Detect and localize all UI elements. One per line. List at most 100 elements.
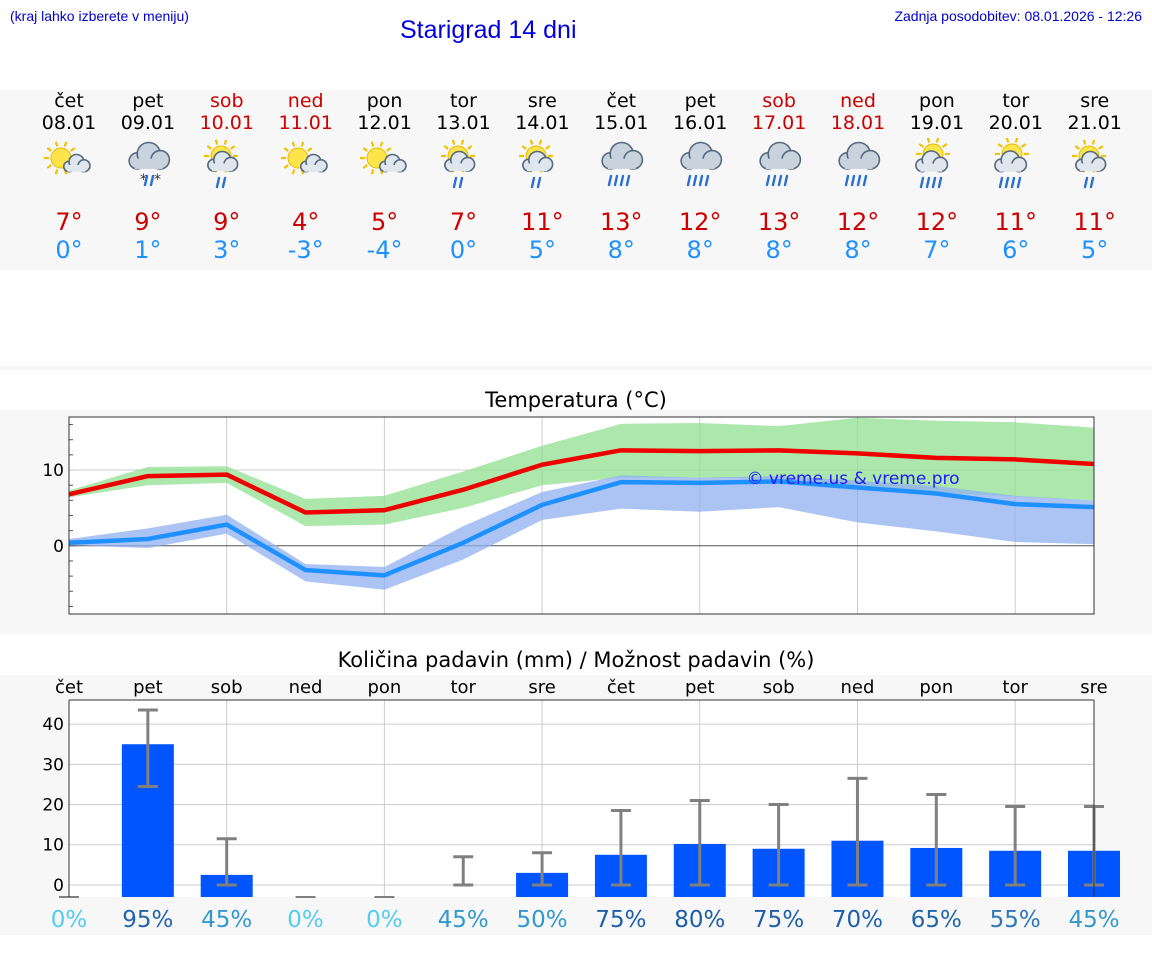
y-tick-label: 0 bbox=[53, 537, 64, 557]
sun-ray bbox=[1005, 138, 1010, 143]
min-temperature: 7° bbox=[923, 236, 951, 264]
sun-cloud-rain-icon bbox=[519, 139, 554, 189]
sun-ray bbox=[379, 141, 383, 147]
min-temperature-line bbox=[68, 479, 1095, 578]
rain-drop bbox=[850, 174, 856, 187]
sun-cloud-rain-icon bbox=[1071, 139, 1107, 189]
max-range-band bbox=[69, 417, 1094, 527]
sun-cloud-heavy-rain-icon bbox=[993, 138, 1029, 189]
max-temperature: 11° bbox=[521, 208, 564, 236]
day-date: 19.01 bbox=[909, 112, 965, 134]
sun-cloud-icon bbox=[280, 141, 328, 175]
max-temperature-line bbox=[68, 448, 1095, 515]
sun-ray bbox=[918, 143, 924, 148]
sun-ray bbox=[370, 169, 374, 175]
day-label: pon bbox=[919, 677, 953, 698]
precipitation-probability: 75% bbox=[753, 907, 804, 933]
precipitation-probability: 80% bbox=[674, 907, 725, 933]
sun-ray bbox=[306, 147, 313, 152]
sun-ray bbox=[941, 143, 948, 148]
min-temperature: 6° bbox=[1002, 236, 1030, 264]
precipitation-probability: 0% bbox=[366, 907, 403, 933]
sun-ray bbox=[451, 139, 455, 145]
cloud-body bbox=[134, 158, 163, 169]
day-name: čet bbox=[54, 90, 84, 112]
day-column: ned 18.01 12° 8° bbox=[818, 90, 898, 264]
cloud-body bbox=[383, 165, 402, 172]
rain-drop bbox=[698, 174, 704, 187]
location-hint: (kraj lahko izberete v meniju) bbox=[10, 8, 189, 24]
sun-ray bbox=[223, 139, 228, 145]
sun-cloud-icon bbox=[359, 141, 407, 175]
day-name: tor bbox=[1002, 90, 1030, 112]
day-name: pet bbox=[684, 90, 716, 112]
rain-drop bbox=[937, 176, 943, 189]
precipitation-probability: 95% bbox=[122, 907, 173, 933]
rain-drop bbox=[1004, 176, 1009, 189]
sun-ray bbox=[1020, 143, 1027, 148]
day-name: sob bbox=[762, 90, 796, 112]
sun-ray bbox=[443, 145, 449, 150]
max-temperature: 11° bbox=[994, 208, 1038, 236]
rain-drop bbox=[531, 176, 536, 189]
cloud-body bbox=[304, 165, 323, 172]
day-column: tor 20.01 11° 6° bbox=[976, 90, 1056, 264]
sun-ray bbox=[1091, 139, 1095, 145]
min-temperature: 5° bbox=[1081, 236, 1109, 264]
sun-cloud-heavy-rain-icon bbox=[914, 138, 950, 189]
day-label: pon bbox=[367, 677, 401, 698]
day-name: ned bbox=[840, 90, 876, 112]
min-temperature: 8° bbox=[607, 236, 635, 264]
day-name: sre bbox=[1080, 90, 1110, 112]
sun-cloud-heavy-rain-icon bbox=[914, 138, 950, 189]
sun-cloud-icon bbox=[44, 141, 91, 175]
day-date: 09.01 bbox=[120, 112, 176, 134]
day-column: sre 14.01 11° 5° bbox=[502, 90, 582, 264]
sun-ray bbox=[1014, 138, 1019, 143]
day-date: 17.01 bbox=[751, 112, 807, 134]
day-column: čet 08.01 7° 0° bbox=[29, 90, 109, 264]
max-temperature: 9° bbox=[134, 208, 162, 236]
day-label: čet bbox=[607, 677, 635, 698]
min-temperature: 0° bbox=[55, 236, 83, 264]
day-date: 12.01 bbox=[357, 112, 412, 134]
cloud-body bbox=[448, 163, 469, 172]
precipitation-probability: 70% bbox=[832, 907, 883, 933]
sun-ray bbox=[935, 138, 940, 143]
max-temperature: 5° bbox=[370, 208, 399, 236]
rain-drop bbox=[143, 174, 149, 187]
max-temperature: 4° bbox=[292, 208, 320, 236]
rain-drop bbox=[221, 176, 226, 189]
day-name: pet bbox=[132, 90, 164, 112]
sun-ray bbox=[539, 139, 543, 145]
day-label: sre bbox=[528, 677, 555, 698]
day-label: ned bbox=[289, 677, 323, 698]
sun-ray bbox=[1074, 145, 1080, 150]
max-temperature: 7° bbox=[449, 208, 478, 236]
min-temperature: 3° bbox=[213, 236, 241, 264]
day-label: tor bbox=[450, 677, 476, 698]
sun-ray bbox=[206, 145, 212, 150]
watermark-text: © vreme.us & vreme.pro bbox=[746, 469, 959, 489]
precipitation-probability: 45% bbox=[1068, 907, 1119, 933]
min-temperature: -3° bbox=[287, 236, 324, 264]
day-label: pet bbox=[133, 677, 163, 698]
rain-drop bbox=[783, 174, 789, 187]
rain-drop bbox=[1083, 176, 1088, 189]
cloud-heavy-rain-icon bbox=[680, 141, 723, 187]
min-temperature: 8° bbox=[765, 236, 793, 264]
cloud-heavy-rain-icon bbox=[601, 141, 644, 187]
page-title: Starigrad 14 dni bbox=[400, 16, 577, 44]
rain-drop bbox=[692, 174, 698, 187]
sun-ray bbox=[362, 164, 368, 169]
sun-ray bbox=[54, 169, 59, 175]
precipitation-probability: 65% bbox=[911, 907, 962, 933]
sun-ray bbox=[460, 139, 464, 145]
day-column: sre 21.01 11° 5° bbox=[1055, 90, 1135, 264]
rain-drop bbox=[771, 174, 777, 187]
max-temperature: 9° bbox=[213, 208, 241, 236]
sun-cloud-icon bbox=[359, 141, 407, 175]
max-temperature: 12° bbox=[836, 208, 880, 236]
day-column: pet 09.01 * * 9° 1° bbox=[108, 90, 188, 264]
rain-drop bbox=[765, 174, 771, 187]
